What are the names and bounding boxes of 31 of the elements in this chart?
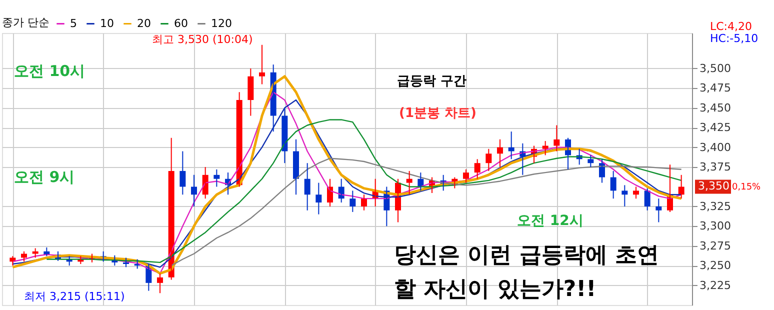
y-tick-label: 3,375: [700, 160, 731, 174]
y-tick-label: 3,250: [700, 259, 731, 272]
annotation: 최고 3,530 (10:04): [152, 33, 253, 46]
legend-label: 5: [70, 16, 77, 30]
line-series: [170, 158, 682, 266]
annotation: 오전 12시: [517, 213, 584, 229]
y-tick-label: 3,275: [700, 239, 731, 252]
annotation: 당신은 이런 급등락에 초연: [394, 243, 659, 268]
legend-title: 종가 단순: [2, 16, 50, 29]
annotation: 최저 3,215 (15:11): [24, 290, 125, 303]
annotation: 할 자신이 있는가?!!: [394, 277, 596, 302]
annotation: 3,350: [698, 180, 730, 193]
y-tick-label: 3,425: [700, 121, 731, 134]
legend-label: 10: [100, 16, 114, 30]
y-tick-label: 3,450: [700, 101, 731, 114]
y-tick-label: 3,300: [700, 220, 731, 233]
text: 0,15%: [732, 182, 762, 193]
annotation: (1분봉 차트): [399, 106, 476, 121]
y-tick-label: 3,500: [700, 62, 731, 75]
text: LC:4,20: [710, 20, 752, 33]
annotation: 오전 10시: [14, 62, 86, 80]
legend-label: 60: [174, 16, 188, 30]
y-tick-label: 3,225: [700, 278, 731, 292]
annotation: 오전 9시: [14, 168, 75, 186]
annotation: 급등락 구간: [397, 74, 467, 89]
y-tick-label: 3,400: [700, 140, 731, 154]
y-tick-label: 3,325: [700, 200, 731, 213]
text: HC:-5,10: [710, 32, 758, 45]
legend-label: 120: [211, 16, 232, 30]
legend-label: 20: [137, 16, 151, 30]
y-tick-label: 3,475: [700, 82, 731, 95]
